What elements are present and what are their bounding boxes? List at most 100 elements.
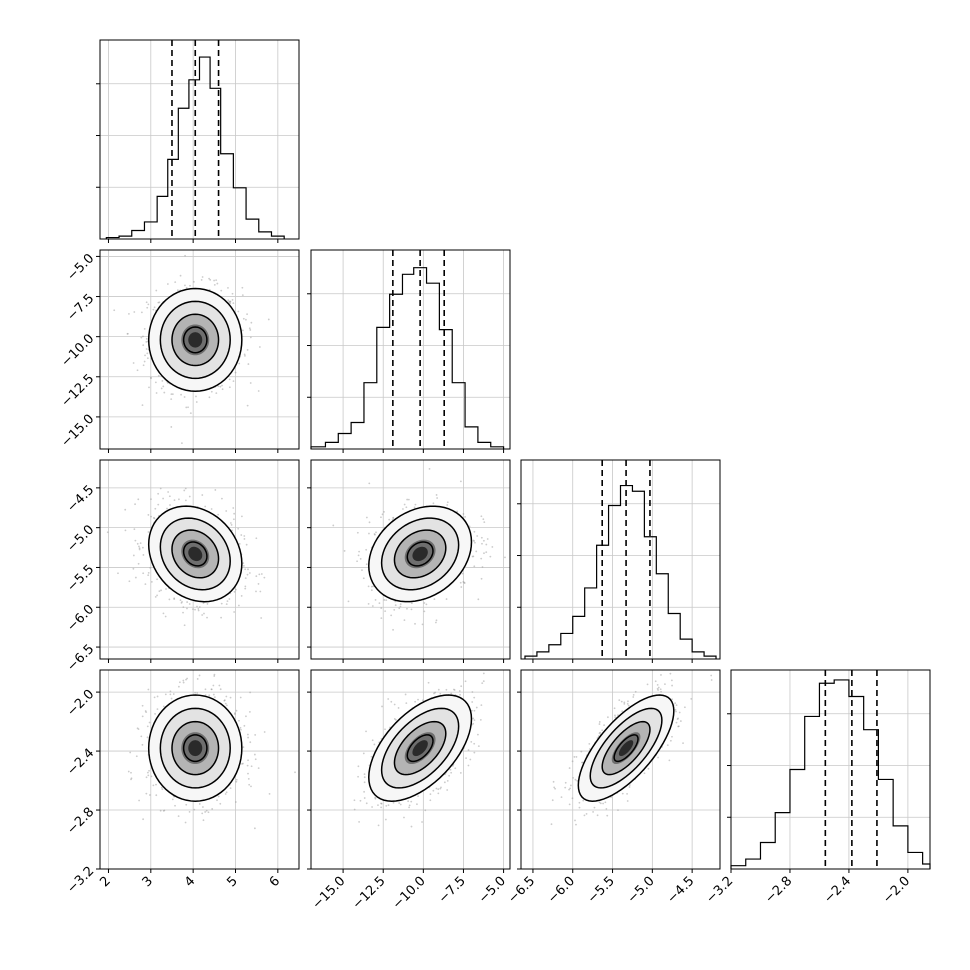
scatter-point <box>385 599 388 602</box>
scatter-point <box>244 577 247 579</box>
scatter-point <box>113 309 116 312</box>
contour-line <box>171 313 220 367</box>
scatter-point <box>403 816 405 819</box>
scatter-point <box>393 718 396 720</box>
scatter-point <box>356 531 359 534</box>
scatter-point <box>473 709 476 712</box>
scatter-point <box>606 814 609 817</box>
scatter-point <box>413 506 416 509</box>
scatter-point <box>223 699 226 702</box>
scatter-point <box>206 616 208 619</box>
scatter-point <box>602 802 604 805</box>
scatter-point <box>450 771 453 774</box>
scatter-point <box>575 823 577 826</box>
scatter-point <box>480 577 483 580</box>
scatter-point <box>144 583 147 586</box>
scatter-point <box>255 590 257 593</box>
scatter-point <box>433 598 436 601</box>
scatter-point <box>628 784 631 786</box>
scatter-point <box>210 688 213 691</box>
scatter-point <box>213 675 216 677</box>
scatter-point <box>186 677 189 680</box>
scatter-point <box>406 498 409 501</box>
panel-frame <box>99 249 300 450</box>
scatter-point <box>203 612 205 615</box>
scatter-point <box>204 694 207 696</box>
scatter-point <box>148 794 151 796</box>
scatter-point <box>473 530 476 533</box>
scatter-point <box>392 628 394 631</box>
scatter-point <box>230 524 233 526</box>
scatter-point <box>373 533 376 535</box>
scatter-point <box>253 827 256 830</box>
scatter-point <box>156 578 158 581</box>
scatter-point <box>571 797 574 800</box>
scatter-point <box>246 733 249 736</box>
scatter-point <box>182 681 185 684</box>
scatter-point <box>182 606 185 609</box>
scatter-point <box>462 513 465 515</box>
scatter-point <box>215 279 218 281</box>
scatter-point <box>380 607 383 609</box>
scatter-point <box>504 556 506 559</box>
scatter-point <box>149 566 152 569</box>
scatter-point <box>143 360 146 363</box>
scatter-point <box>473 565 476 568</box>
scatter-point <box>248 711 251 713</box>
scatter-point <box>657 686 660 689</box>
scatter-point <box>247 736 250 739</box>
scatter-point <box>249 741 252 744</box>
scatter-point <box>370 755 373 758</box>
scatter-point <box>140 336 143 339</box>
scatter-point <box>137 498 140 501</box>
scatter-point <box>228 300 231 303</box>
scatter-point <box>134 503 136 506</box>
scatter-point <box>145 301 148 304</box>
scatter-point <box>377 804 379 807</box>
scatter-point <box>398 607 401 610</box>
scatter-point <box>243 535 246 537</box>
scatter-point <box>146 306 149 309</box>
scatter-point <box>186 601 189 603</box>
scatter-point <box>429 793 432 796</box>
scatter-point <box>486 538 489 540</box>
scatter-point <box>234 712 236 715</box>
scatter-point <box>145 341 148 343</box>
scatter-point <box>147 514 150 516</box>
scatter-point <box>225 510 228 512</box>
scatter-point <box>238 719 240 722</box>
scatter-point <box>446 504 449 506</box>
scatter-point <box>132 567 135 570</box>
scatter-point <box>196 678 199 680</box>
scatter-point <box>185 660 187 662</box>
scatter-point <box>383 510 385 513</box>
scatter-point <box>356 560 358 563</box>
scatter-point <box>477 733 479 736</box>
scatter-point <box>469 758 472 761</box>
scatter-point <box>392 517 395 520</box>
scatter-point <box>383 599 386 601</box>
scatter-point <box>432 502 435 505</box>
scatter-point <box>212 693 215 696</box>
scatter-point <box>258 346 261 348</box>
scatter-panel-2 <box>307 459 511 663</box>
contour-line <box>368 505 473 603</box>
scatter-point <box>459 480 462 483</box>
scatter-point <box>167 491 170 493</box>
scatter-point <box>166 507 168 510</box>
scatter-point <box>243 353 246 356</box>
contour-line <box>406 734 434 763</box>
scatter-point <box>332 524 335 527</box>
scatter-point <box>160 786 163 789</box>
scatter-point <box>433 692 435 695</box>
scatter-point <box>142 546 144 549</box>
scatter-point <box>225 791 228 794</box>
scatter-point <box>225 695 228 698</box>
scatter-point <box>414 503 417 506</box>
scatter-point <box>179 274 182 277</box>
scatter-point <box>249 329 252 331</box>
contour-line <box>147 694 243 802</box>
scatter-point <box>237 604 240 607</box>
scatter-point <box>394 604 397 607</box>
scatter-point <box>168 495 171 498</box>
